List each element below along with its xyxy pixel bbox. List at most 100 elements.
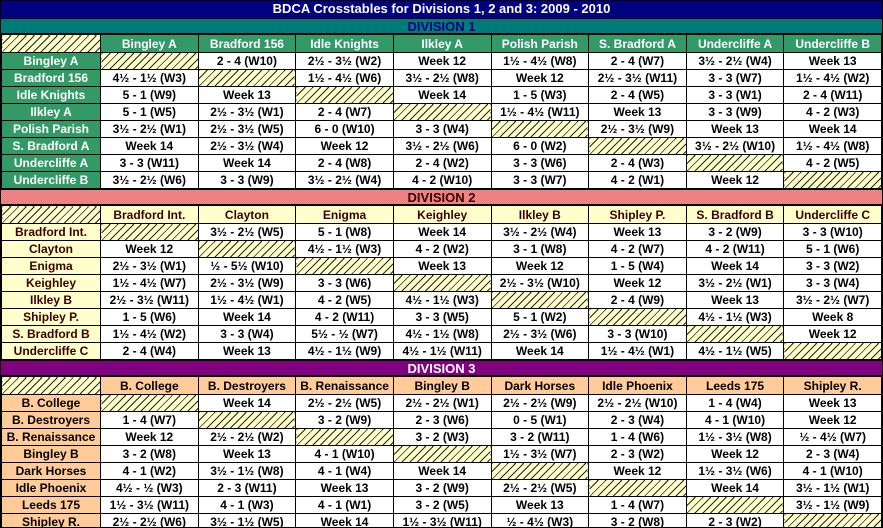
fixture-week-cell: Week 12 (588, 274, 687, 292)
match-result-cell: 4 - 2 (W10) (392, 171, 492, 189)
match-result-cell: 1½ - 3½ (W11) (392, 513, 492, 527)
crosstable-header-row: B. College B. Destroyers B. Renaissance Bin… (1, 376, 882, 395)
match-result-cell: 3 - 3 (W4) (783, 274, 882, 292)
match-result-cell: 2½ - 2½ (W1) (392, 394, 492, 412)
crosstable-row: B. Renaissance Week 12 2½ - 2½ (W2) 3 - 2 (… (1, 428, 882, 446)
match-result-cell: 1½ - 4½ (W7) (100, 274, 199, 292)
fixture-week-cell: Week 14 (197, 394, 297, 412)
fixture-week-cell: Week 12 (100, 428, 199, 446)
match-result-cell: 0 - 5 (W1) (490, 411, 590, 429)
diagonal-cell (392, 103, 492, 121)
match-result-cell: 1 - 4 (W7) (100, 411, 199, 429)
match-result-cell: 3 - 3 (W7) (490, 171, 590, 189)
row-header-team: B. Destroyers (1, 411, 101, 429)
fixture-week-cell: Week 12 (392, 52, 492, 70)
match-result-cell: 5 - 1 (W5) (100, 103, 199, 121)
crosstable-row: Enigma 2½ - 3½ (W1) ½ - 5½ (W10) Week 13 Wee… (1, 257, 882, 275)
fixture-week-cell: Week 13 (685, 291, 785, 309)
fixture-week-cell: Week 14 (295, 513, 394, 527)
match-result-cell: 3 - 3 (W7) (685, 69, 785, 87)
match-result-cell: 3 - 2 (W8) (588, 513, 687, 527)
match-result-cell: ½ - 4½ (W7) (783, 428, 882, 446)
match-result-cell: 3 - 3 (W10) (588, 325, 687, 343)
match-result-cell: 2½ - 2½ (W6) (100, 513, 199, 527)
match-result-cell: 3½ - 2½ (W5) (197, 223, 297, 241)
column-header-team: Undercliffe A (685, 34, 785, 53)
match-result-cell: 3 - 3 (W6) (490, 154, 590, 172)
match-result-cell: 3 - 2 (W11) (490, 428, 590, 446)
column-header-team: Bingley B (392, 376, 492, 395)
crosstable-row: B. College Week 14 2½ - 2½ (W5) 2½ - 2½ (W1… (1, 394, 882, 412)
match-result-cell: 3 - 3 (W11) (100, 154, 199, 172)
diagonal-cell (392, 274, 492, 292)
match-result-cell: 1½ - 4½ (W8) (490, 52, 590, 70)
column-header-team: Bradford 156 (197, 34, 297, 53)
fixture-week-cell: Week 12 (490, 69, 590, 87)
match-result-cell: 2 - 3 (W11) (197, 479, 297, 497)
match-result-cell: 4½ - 1½ (W5) (685, 342, 785, 360)
fixture-week-cell: Week 14 (783, 120, 882, 138)
row-header-team: S. Bradford B (1, 325, 101, 343)
column-header-team: Ilkley A (392, 34, 492, 53)
match-result-cell: 3 - 3 (W2) (783, 257, 882, 275)
diagonal-cell (100, 52, 199, 70)
match-result-cell: 5½ - ½ (W7) (295, 325, 394, 343)
match-result-cell: 1½ - 4½ (W2) (100, 325, 199, 343)
match-result-cell: 3½ - 1½ (W1) (783, 479, 882, 497)
match-result-cell: 3 - 3 (W4) (197, 325, 297, 343)
match-result-cell: 4 - 2 (W3) (783, 103, 882, 121)
diagonal-cell (588, 308, 687, 326)
match-result-cell: ½ - 4½ (W3) (490, 513, 590, 527)
diagonal-cell (197, 411, 297, 429)
column-header-team: B. Destroyers (197, 376, 297, 395)
match-result-cell: 1½ - 3½ (W11) (100, 496, 199, 514)
match-result-cell: 4 - 1 (W4) (295, 462, 394, 480)
page-title: BDCA Crosstables for Divisions 1, 2 and … (1, 1, 882, 18)
column-header-team: Enigma (295, 205, 394, 224)
match-result-cell: 3½ - 2½ (W4) (490, 223, 590, 241)
crosstable-row: S. Bradford A Week 14 2½ - 3½ (W4) Week 12 3… (1, 137, 882, 155)
match-result-cell: 1 - 4 (W4) (685, 394, 785, 412)
crosstable-row: B. Destroyers 1 - 4 (W7) 3 - 2 (W9) 2 - 3 (… (1, 411, 882, 429)
match-result-cell: 3½ - 2½ (W8) (392, 69, 492, 87)
column-header-team: Bradford Int. (100, 205, 199, 224)
division-3-crosstable: B. College B. Destroyers B. Renaissance Bin… (1, 376, 882, 527)
match-result-cell: 2½ - 3½ (W10) (490, 274, 590, 292)
match-result-cell: 1 - 5 (W6) (100, 308, 199, 326)
match-result-cell: 2 - 4 (W11) (783, 86, 882, 104)
row-header-team: S. Bradford A (1, 137, 101, 155)
row-header-team: Shipley P. (1, 308, 101, 326)
match-result-cell: 3 - 3 (W9) (685, 103, 785, 121)
crosstable-row: Bradford 156 4½ - 1½ (W3) 1½ - 4½ (W6) 3½ -… (1, 69, 882, 87)
fixture-week-cell: Week 14 (685, 479, 785, 497)
fixture-week-cell: Week 13 (197, 342, 297, 360)
diagonal-cell (197, 240, 297, 258)
row-header-team: Leeds 175 (1, 496, 101, 514)
match-result-cell: 1½ - 3½ (W7) (490, 445, 590, 463)
fixture-week-cell: Week 12 (100, 240, 199, 258)
row-header-team: Undercliffe B (1, 171, 101, 189)
match-result-cell: 4 - 2 (W5) (783, 154, 882, 172)
match-result-cell: 2 - 3 (W4) (783, 445, 882, 463)
diagonal-cell (685, 325, 785, 343)
match-result-cell: 3½ - 2½ (W7) (783, 291, 882, 309)
match-result-cell: 3½ - 2½ (W6) (100, 171, 199, 189)
diagonal-cell (490, 462, 590, 480)
crosstable-row: Ilkley B 2½ - 3½ (W11) 1½ - 4½ (W1) 4 - 2 (… (1, 291, 882, 309)
column-header-team: Polish Parish (490, 34, 590, 53)
match-result-cell: 2 - 4 (W3) (588, 154, 687, 172)
division-sections: DIVISION 1 Bingley A Bradford 156 Idle Knig… (1, 18, 882, 527)
diagonal-cell (783, 342, 882, 360)
match-result-cell: 2 - 4 (W8) (295, 154, 394, 172)
match-result-cell: 1½ - 4½ (W1) (588, 342, 687, 360)
match-result-cell: 4 - 2 (W1) (588, 171, 687, 189)
match-result-cell: 3 - 3 (W1) (685, 86, 785, 104)
match-result-cell: 2 - 4 (W9) (588, 291, 687, 309)
fixture-week-cell: Week 13 (783, 394, 882, 412)
crosstable-row: Bradford Int. 3½ - 2½ (W5) 5 - 1 (W8) Week … (1, 223, 882, 241)
match-result-cell: 1½ - 3½ (W8) (685, 428, 785, 446)
diagonal-cell (295, 428, 394, 446)
match-result-cell: 2 - 4 (W10) (197, 52, 297, 70)
fixture-week-cell: Week 13 (490, 496, 590, 514)
